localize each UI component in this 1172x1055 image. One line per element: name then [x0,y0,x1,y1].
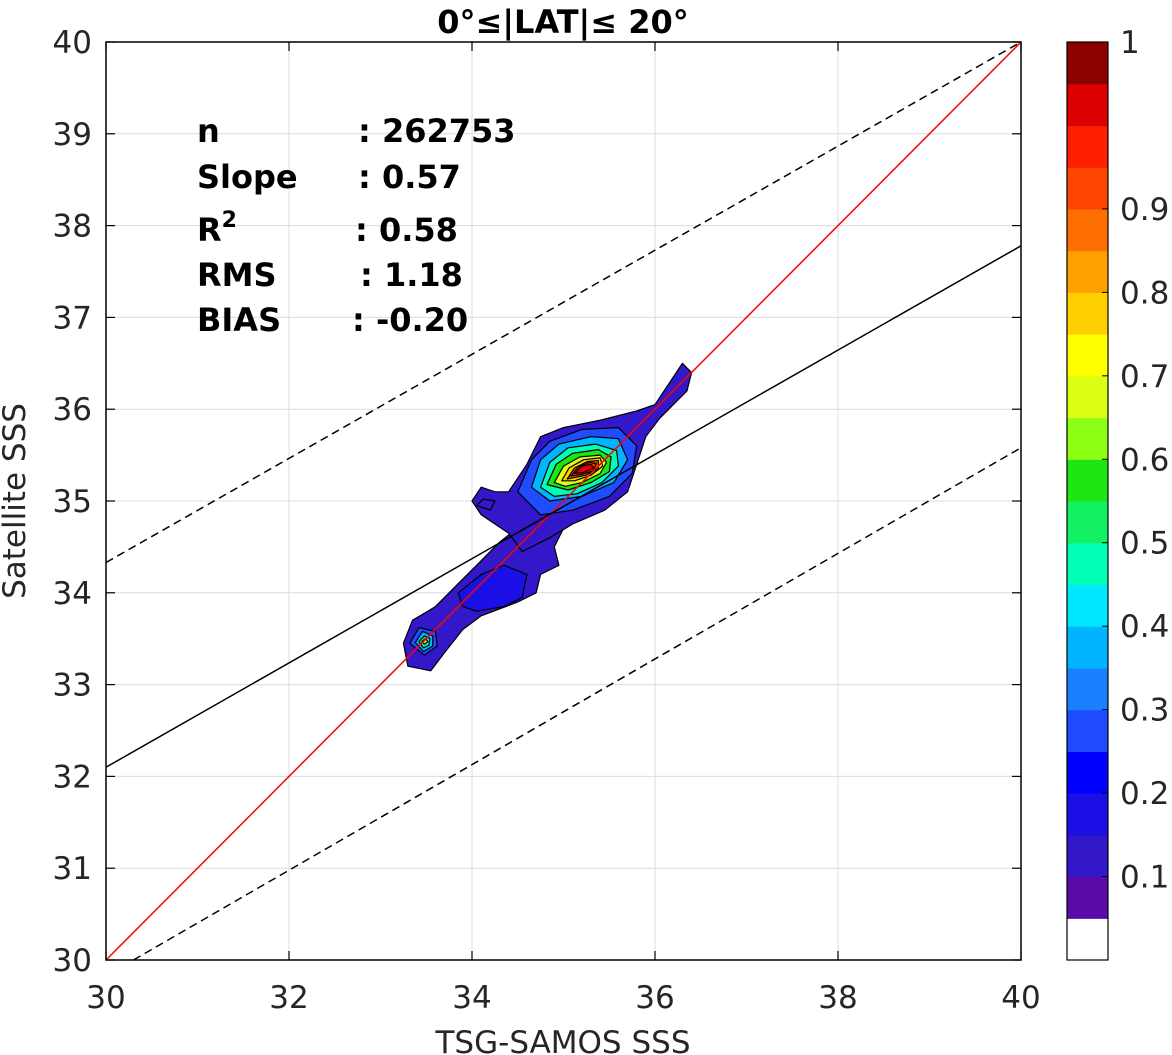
stat-label: BIAS [197,301,281,339]
colorbar-segment [1067,167,1108,210]
colorbar-segment [1067,250,1108,293]
stat-value: : 262753 [358,112,516,150]
x-tick-label: 36 [635,980,674,1016]
x-tick-label: 40 [1001,980,1040,1016]
y-tick-label: 39 [53,117,92,153]
colorbar-segment [1067,208,1108,252]
colorbar-tick-label: 1 [1120,25,1140,61]
colorbar-tick-label: 0.8 [1120,275,1169,311]
x-tick-label: 30 [86,980,125,1016]
statistics-annotation: n : 262753 Slope : 0.57 R2 : 0.58 RMS : 1.18 BIA… [197,112,516,339]
axis-tick-labels: 30 32 34 36 38 40 30 31 32 33 34 35 36 37 38 39 40 [53,25,1041,1016]
colorbar-tick-label: 0.6 [1120,442,1169,478]
stat-value: : 1.18 [360,256,463,294]
colorbar-tick-label: 0.7 [1120,359,1169,395]
x-tick-label: 38 [818,980,857,1016]
y-tick-label: 40 [53,25,92,61]
contour-level-0_95 [573,463,595,475]
stat-value: : 0.57 [358,158,461,196]
colorbar-tick-label: 0.2 [1120,776,1169,812]
colorbar-segment [1067,42,1108,85]
colorbar-segment [1067,751,1108,794]
colorbar-segment [1067,793,1108,836]
colorbar-tick-label: 0.1 [1120,860,1169,896]
stat-value: : 0.58 [355,211,458,249]
chart-title: 0°≤|LAT|≤ 20° [437,3,688,42]
colorbar-segment [1067,292,1108,335]
stat-value: : -0.20 [352,301,468,339]
one-to-one-line [105,41,1022,961]
stat-label: R2 [197,208,237,249]
stat-superscript: 2 [222,208,237,233]
colorbar-segment [1067,667,1108,711]
colorbar-segment [1067,834,1108,878]
colorbar-segment [1067,375,1108,419]
y-tick-label: 36 [53,392,92,428]
y-tick-label: 38 [53,209,92,245]
y-tick-label: 31 [53,851,92,887]
density-contours [402,362,693,672]
x-tick-label: 32 [269,980,308,1016]
y-tick-label: 34 [53,576,92,612]
colorbar: 0.1 0.2 0.3 0.4 0.5 0.6 0.7 0.8 0.9 1 [1066,25,1169,961]
colorbar-segment [1067,918,1108,961]
reference-lines [105,41,1022,961]
colorbar-segment [1067,417,1108,460]
x-tick-label: 34 [452,980,491,1016]
colorbar-segment [1067,501,1108,544]
colorbar-segment [1067,709,1108,752]
contour-level-0_6 [421,638,429,645]
contour-level-0_1 [476,498,496,511]
colorbar-segment [1067,125,1108,168]
y-tick-label: 37 [53,300,92,336]
colorbar-segment [1067,334,1108,377]
axis-ticks [105,41,1022,961]
colorbar-frame [1066,41,1109,961]
colorbar-tick-label: 0.4 [1120,609,1169,645]
x-axis-label: TSG-SAMOS SSS [435,1025,691,1055]
colorbar-tick-label: 0.5 [1120,526,1169,562]
contour-level-0_2 [457,564,528,612]
lower-bound-line [133,447,1022,961]
regression-line [105,245,1022,768]
upper-bound-line [105,41,1022,564]
colorbar-segment [1067,459,1108,502]
stat-label: Slope [197,158,298,196]
colorbar-segment [1067,876,1108,919]
stat-label: n [197,112,220,150]
colorbar-segment [1067,626,1108,669]
y-tick-label: 33 [53,668,92,704]
colorbar-tick-label: 0.9 [1120,192,1169,228]
y-axis-label: Satellite SSS [0,403,33,599]
colorbar-tick-label: 0.3 [1120,693,1169,729]
y-tick-label: 35 [53,484,92,520]
y-tick-label: 30 [53,943,92,979]
colorbar-segment [1067,542,1108,586]
stat-label: RMS [197,256,277,294]
colorbar-segment [1067,584,1108,627]
y-tick-label: 32 [53,759,92,795]
colorbar-segment [1067,83,1108,127]
